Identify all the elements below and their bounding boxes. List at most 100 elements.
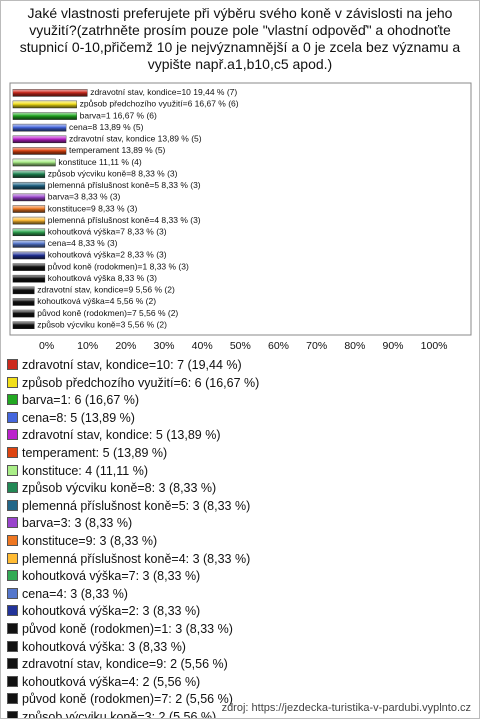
data-label: plemenná příslušnost koně=5 8,33 % (3) (48, 180, 201, 190)
legend-item: zdravotní stav, kondice=9: 2 (5,56 %) (7, 656, 259, 674)
x-tick-label: 0% (39, 340, 54, 352)
data-label: temperament 13,89 % (5) (69, 145, 166, 155)
legend-swatch (7, 658, 18, 670)
legend-item: konstituce: 4 (11,11 %) (7, 463, 259, 481)
bar-shade (13, 100, 77, 108)
legend-swatch (7, 376, 18, 388)
data-label: původ koně (rodokmen)=7 5,56 % (2) (37, 308, 178, 318)
data-label: kohoutková výška=7 8,33 % (3) (48, 226, 167, 236)
legend-label: způsob výcviku koně=3: 2 (5,56 %) (22, 709, 217, 719)
legend-label: plemenná příslušnost koně=5: 3 (8,33 %) (22, 498, 251, 513)
legend-item: plemenná příslušnost koně=5: 3 (8,33 %) (7, 498, 259, 516)
x-tick-label: 100% (421, 340, 448, 352)
legend-item: cena=8: 5 (13,89 %) (7, 410, 259, 428)
legend: zdravotní stav, kondice=10: 7 (19,44 %) z… (7, 357, 260, 719)
data-label: plemenná příslušnost koně=4 8,33 % (3) (48, 215, 201, 225)
legend-swatch (7, 675, 18, 687)
data-label: způsob předchozího využití=6 16,67 % (6) (80, 99, 239, 109)
bar-shade (13, 263, 45, 271)
legend-swatch (7, 640, 18, 652)
legend-label: původ koně (rodokmen)=1: 3 (8,33 %) (22, 621, 233, 636)
bar-shade (13, 251, 45, 259)
data-label: zdravotní stav, kondice 13,89 % (5) (69, 134, 202, 144)
legend-label: kohoutková výška=7: 3 (8,33 %) (22, 569, 201, 584)
legend-swatch (7, 499, 18, 511)
legend-swatch (7, 411, 18, 423)
bar-shade (13, 286, 35, 294)
legend-swatch (7, 517, 18, 529)
legend-label: konstituce: 4 (11,11 %) (22, 463, 148, 478)
legend-item: konstituce=9: 3 (8,33 %) (7, 533, 259, 551)
bar-shade (13, 193, 45, 201)
legend-label: zdravotní stav, kondice: 5 (13,89 %) (22, 428, 221, 443)
legend-label: kohoutková výška: 3 (8,33 %) (22, 639, 186, 654)
chart: 0% 10% 20% 30% 40% 50% 60% 70% 80% 90% 100% zdravot… (9, 82, 472, 352)
bar-shade (13, 321, 35, 329)
chart-title: Jaké vlastnosti preferujete při výběru s… (19, 5, 461, 72)
bar-shade (13, 182, 45, 190)
legend-item: způsob výcviku koně=3: 2 (5,56 %) (7, 709, 259, 719)
legend-item: kohoutková výška: 3 (8,33 %) (7, 639, 259, 657)
legend-swatch (7, 693, 18, 705)
bar-shade (13, 170, 45, 178)
x-tick-label: 70% (306, 340, 327, 352)
legend-label: způsob předchozího využití=6: 6 (16,67 %… (22, 375, 260, 390)
data-label: původ koně (rodokmen)=1 8,33 % (3) (48, 261, 189, 271)
legend-swatch (7, 587, 18, 599)
legend-swatch (7, 570, 18, 582)
data-label: kohoutková výška 8,33 % (3) (48, 273, 157, 283)
legend-item: zdravotní stav, kondice=10: 7 (19,44 %) (7, 357, 259, 375)
data-label: zdravotní stav, kondice=9 5,56 % (2) (37, 285, 175, 295)
bar-shade (13, 159, 56, 167)
x-tick-label: 20% (115, 340, 136, 352)
x-tick-label: 90% (383, 340, 404, 352)
legend-label: způsob výcviku koně=8: 3 (8,33 %) (22, 481, 217, 496)
legend-label: temperament: 5 (13,89 %) (22, 445, 168, 460)
legend-label: zdravotní stav, kondice=9: 2 (5,56 %) (22, 657, 228, 672)
bar-shade (13, 205, 45, 213)
x-tick-label: 40% (192, 340, 213, 352)
bar-shade (13, 240, 45, 248)
data-label: barva=3 8,33 % (3) (48, 192, 121, 202)
bar-shade (13, 275, 45, 283)
legend-label: barva=3: 3 (8,33 %) (22, 516, 133, 531)
data-label: konstituce 11,11 % (4) (58, 157, 141, 167)
legend-item: cena=4: 3 (8,33 %) (7, 586, 259, 604)
legend-swatch (7, 552, 18, 564)
legend-label: kohoutková výška=2: 3 (8,33 %) (22, 604, 201, 619)
data-label: cena=4 8,33 % (3) (48, 238, 118, 248)
x-tick-label: 80% (344, 340, 365, 352)
bar-shade (13, 124, 67, 132)
legend-swatch (7, 359, 18, 370)
legend-swatch (7, 394, 18, 406)
legend-label: původ koně (rodokmen)=7: 2 (5,56 %) (22, 692, 233, 707)
legend-swatch (7, 534, 18, 546)
x-tick-label: 30% (154, 340, 175, 352)
legend-swatch (7, 605, 18, 617)
bar-shade (13, 147, 67, 155)
bar-shade (13, 135, 67, 143)
legend-swatch (7, 429, 18, 441)
bar-shade (13, 112, 77, 120)
data-label: barva=1 16,67 % (6) (80, 110, 157, 120)
legend-item: plemenná příslušnost koně=4: 3 (8,33 %) (7, 551, 259, 569)
data-label: kohoutková výška=2 8,33 % (3) (48, 250, 167, 260)
data-label: způsob výcviku koně=3 5,56 % (2) (37, 319, 167, 329)
data-label: konstituce=9 8,33 % (3) (48, 203, 138, 213)
legend-swatch (7, 482, 18, 494)
data-label: kohoutková výška=4 5,56 % (2) (37, 296, 156, 306)
legend-item: barva=3: 3 (8,33 %) (7, 515, 259, 533)
legend-item: kohoutková výška=4: 2 (5,56 %) (7, 674, 259, 692)
data-label: způsob výcviku koně=8 8,33 % (3) (48, 168, 178, 178)
legend-item: původ koně (rodokmen)=1: 3 (8,33 %) (7, 621, 259, 639)
x-tick-label: 60% (268, 340, 289, 352)
legend-item: temperament: 5 (13,89 %) (7, 445, 259, 463)
legend-label: plemenná příslušnost koně=4: 3 (8,33 %) (22, 551, 251, 566)
legend-swatch (7, 446, 18, 458)
source: zdroj: https://jezdecka-turistika-v-pard… (221, 702, 471, 714)
legend-label: barva=1: 6 (16,67 %) (22, 393, 140, 408)
bar-shade (13, 89, 88, 97)
legend-swatch (7, 710, 18, 718)
legend-item: původ koně (rodokmen)=7: 2 (5,56 %) (7, 691, 259, 709)
legend-label: zdravotní stav, kondice=10: 7 (19,44 %) (22, 358, 242, 372)
